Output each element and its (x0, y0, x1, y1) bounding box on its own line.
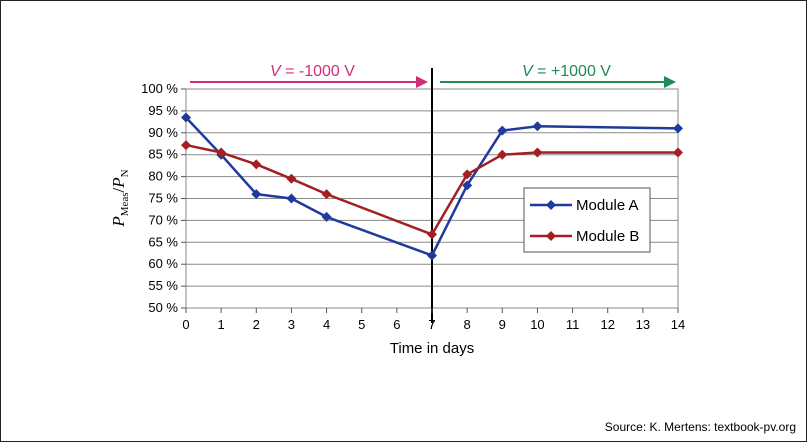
x-tick-label: 8 (464, 317, 471, 332)
y-tick-label: 95 % (148, 103, 178, 118)
data-point-module-a (532, 121, 543, 132)
x-tick-label: 7 (428, 317, 435, 332)
data-point-module-b (251, 159, 262, 170)
arrow-negative-head (416, 76, 428, 88)
y-tick-label: 50 % (148, 300, 178, 315)
data-point-module-b (286, 173, 297, 184)
y-tick-label: 85 % (148, 147, 178, 162)
data-point-module-b (462, 169, 473, 180)
x-tick-label: 0 (182, 317, 189, 332)
data-point-module-a (673, 123, 683, 134)
data-point-module-a (181, 112, 191, 123)
arrow-positive-head (664, 76, 676, 88)
data-point-module-b (673, 147, 683, 158)
x-tick-label: 2 (253, 317, 260, 332)
y-tick-label: 80 % (148, 169, 178, 184)
y-axis-ticks: 50 % 55 % 60 % 65 % 70 % 75 % 80 % 85 % 90 % 95 %… (141, 81, 186, 315)
x-tick-label: 10 (530, 317, 544, 332)
data-point-module-a (497, 125, 508, 136)
data-point-module-a (462, 180, 473, 191)
x-tick-label: 6 (393, 317, 400, 332)
data-point-module-b (321, 189, 332, 200)
y-tick-label: 55 % (148, 278, 178, 293)
series-line-module-a (185, 116, 679, 257)
x-tick-label: 7 (428, 317, 435, 332)
data-point-module-b (181, 140, 191, 151)
x-tick-label: 14 (671, 317, 685, 332)
data-point-module-b (427, 229, 437, 240)
x-tick-label: 3 (288, 317, 295, 332)
legend-label-module-a: Module A (576, 197, 639, 214)
y-tick-label: 60 % (148, 256, 178, 271)
y-tick-label: 65 % (148, 234, 178, 249)
data-point-module-b (497, 149, 508, 160)
legend-box (523, 187, 651, 253)
x-tick-label: 11 (566, 317, 580, 332)
y-axis-label: PMeas/PN (109, 169, 131, 227)
x-axis-ticks: 0 1 2 3 4 5 6 77 8 9 10 11 12 13 14 (182, 308, 685, 332)
legend: Module A Module B (523, 187, 651, 253)
legend-label-module-b: Module B (576, 228, 639, 245)
x-tick-label: 9 (499, 317, 506, 332)
x-tick-label: 1 (218, 317, 225, 332)
x-axis-label: Time in days (390, 340, 474, 357)
annotation-positive: V = +1000 V (522, 63, 611, 80)
y-tick-label: 90 % (148, 125, 178, 140)
data-point-module-a (321, 211, 332, 222)
y-tick-label: 70 % (148, 212, 178, 227)
data-point-module-a (286, 193, 297, 204)
data-point-module-a (427, 250, 437, 261)
data-point-module-a (251, 189, 262, 200)
x-tick-label: 12 (600, 317, 614, 332)
legend-marker-module-b (546, 231, 556, 241)
data-point-module-b (532, 147, 543, 158)
annotation-negative: V = -1000 V (270, 63, 355, 80)
source-credit: Source: K. Mertens: textbook-pv.org (605, 420, 796, 434)
y-tick-label: 100 % (141, 81, 178, 96)
y-tick-label: 75 % (148, 191, 178, 206)
series-line-module-b (185, 143, 678, 236)
x-tick-label: 5 (358, 317, 365, 332)
legend-marker-module-a (546, 200, 556, 210)
x-tick-label: 4 (323, 317, 330, 332)
data-point-module-b (216, 147, 227, 158)
series-group (181, 112, 683, 261)
x-tick-label: 13 (636, 317, 650, 332)
